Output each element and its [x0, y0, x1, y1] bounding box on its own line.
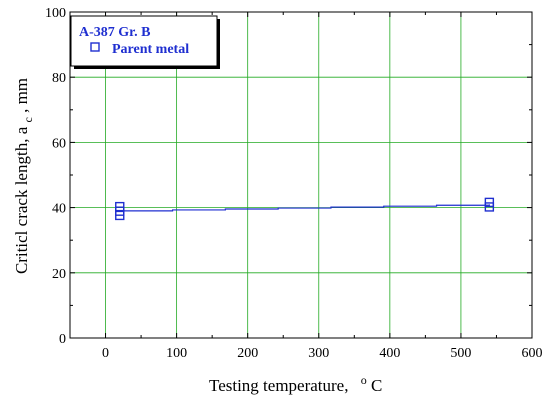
- y-axis-title-suffix: , mm: [12, 78, 31, 113]
- x-tick-label: 0: [102, 346, 109, 361]
- x-axis-unit-superscript: o: [361, 373, 367, 387]
- y-axis-title-text: Criticl crack length, a: [12, 126, 31, 274]
- y-tick-label: 40: [52, 202, 66, 217]
- x-axis-title: Testing temperature, o C: [209, 369, 382, 395]
- data-points: [115, 197, 495, 221]
- x-tick-label: 500: [450, 346, 471, 361]
- x-tick-label: 300: [308, 346, 329, 361]
- y-axis-subscript: c: [21, 117, 35, 122]
- y-axis-title: Criticl crack length, a c , mm: [12, 78, 36, 274]
- axis-ticks: 0 100 200 300 400 500 600 0 20 40 60 80 100: [45, 6, 543, 361]
- fit-line-layer: [119, 204, 490, 212]
- legend: A-387 Gr. B Parent metal: [70, 15, 220, 69]
- fit-line: [119, 204, 490, 212]
- x-tick-label: 200: [237, 346, 258, 361]
- y-tick-label: 80: [52, 71, 66, 86]
- x-axis-title-text: Testing temperature,: [209, 376, 348, 395]
- y-tick-label: 100: [45, 6, 66, 21]
- data-point-square: [115, 210, 125, 221]
- x-tick-label: 600: [522, 346, 543, 361]
- data-point-square: [484, 202, 495, 212]
- y-tick-label: 60: [52, 136, 66, 151]
- legend-series-label: Parent metal: [112, 42, 189, 57]
- y-tick-label: 20: [52, 267, 66, 282]
- x-axis-unit: C: [371, 376, 382, 395]
- legend-title: A-387 Gr. B: [79, 25, 150, 40]
- y-tick-label: 0: [59, 332, 66, 347]
- x-tick-label: 400: [379, 346, 400, 361]
- x-tick-label: 100: [166, 346, 187, 361]
- legend-box: [70, 15, 218, 67]
- legend-marker-square-icon: [90, 42, 100, 52]
